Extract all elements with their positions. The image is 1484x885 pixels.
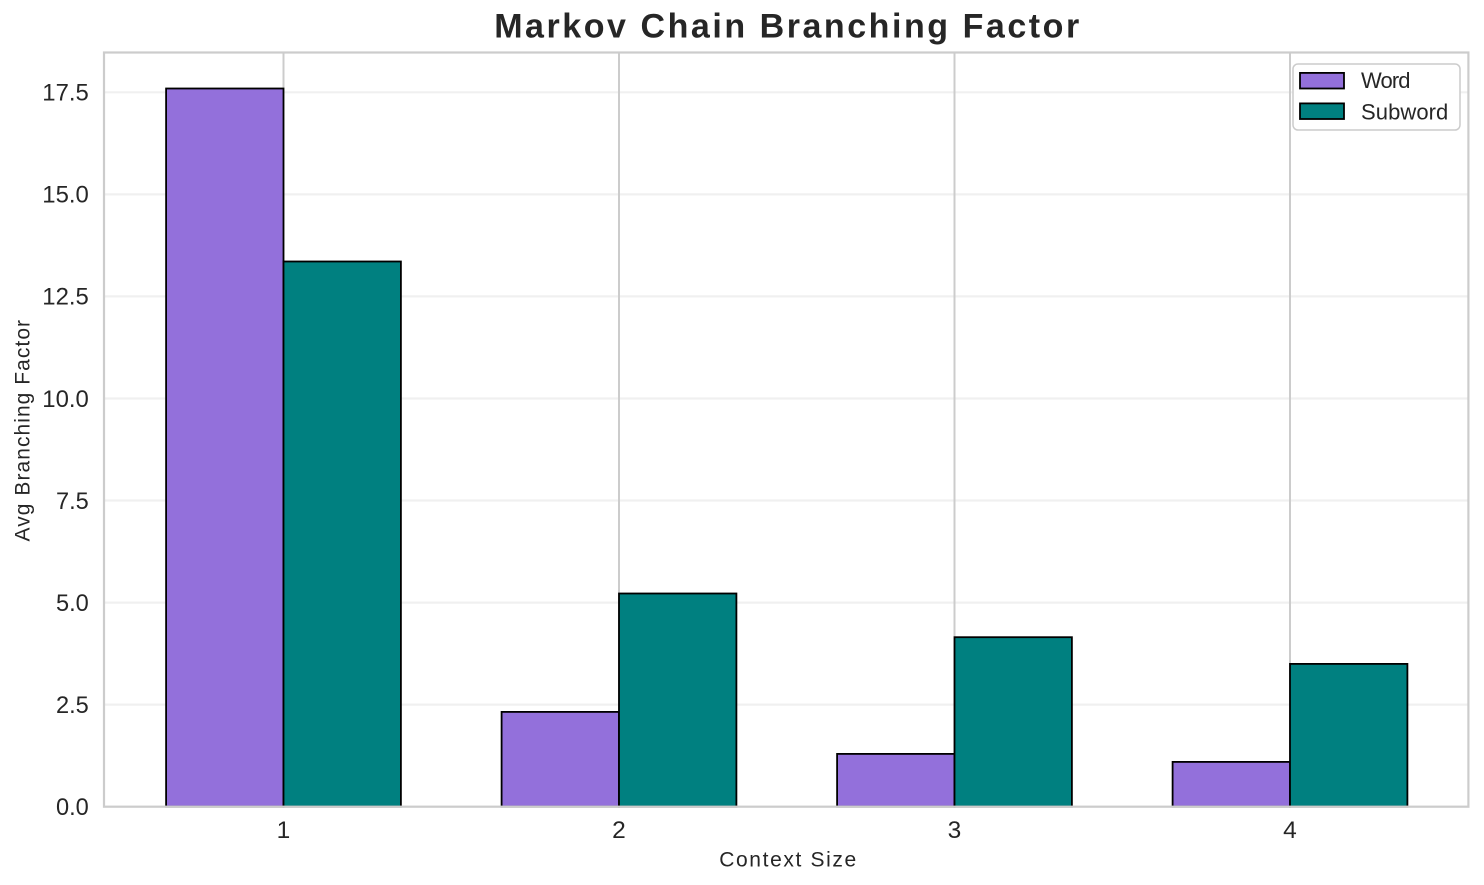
svg-text:1: 1 [277,817,291,844]
svg-text:2: 2 [612,817,626,844]
svg-text:Avg Branching Factor: Avg Branching Factor [12,320,35,542]
svg-text:7.5: 7.5 [56,488,89,515]
svg-text:0.0: 0.0 [56,794,89,821]
svg-text:15.0: 15.0 [42,182,89,209]
svg-text:Context Size: Context Size [719,849,856,872]
svg-text:4: 4 [1283,817,1297,844]
svg-text:3: 3 [948,817,962,844]
svg-text:Subword: Subword [1361,100,1448,125]
svg-text:Markov Chain Branching Factor: Markov Chain Branching Factor [494,7,1079,45]
svg-text:12.5: 12.5 [42,284,89,311]
svg-text:17.5: 17.5 [42,80,89,107]
svg-text:5.0: 5.0 [56,590,89,617]
svg-text:2.5: 2.5 [56,692,89,719]
svg-text:10.0: 10.0 [42,386,89,413]
svg-text:Word: Word [1361,68,1411,93]
